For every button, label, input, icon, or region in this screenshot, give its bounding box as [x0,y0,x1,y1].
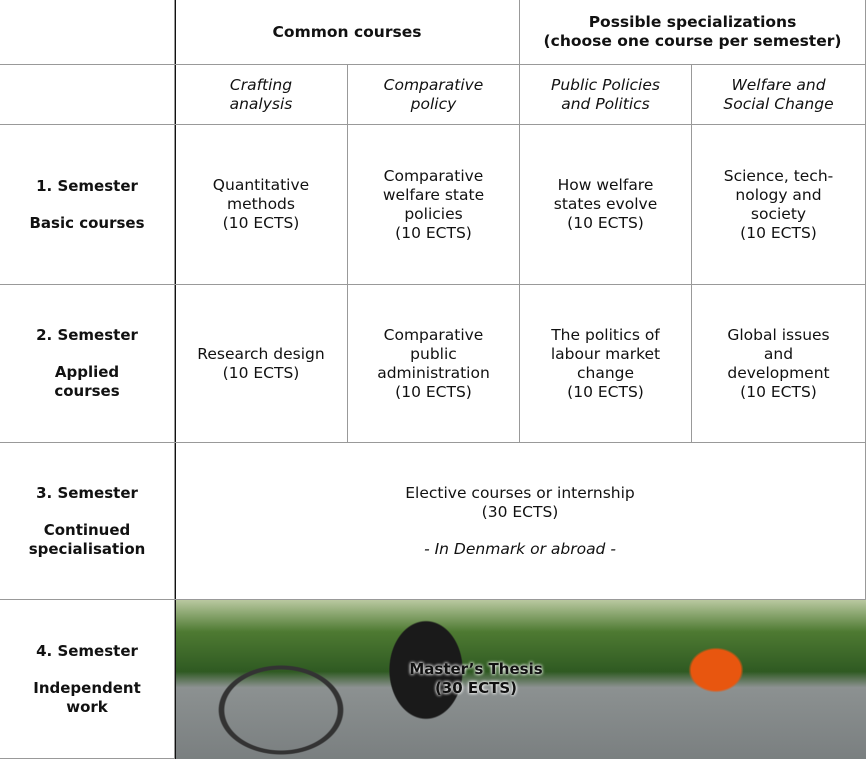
track-name: Welfare and [731,75,826,94]
track-cell: Crafting analysis [175,65,348,125]
track-name: policy [410,94,457,113]
track-name: Public Policies [551,75,660,94]
course-line: (10 ECTS) [395,223,472,242]
course-line: public [410,344,457,363]
course-cell: Quantitative methods (10 ECTS) [175,125,348,285]
course-line: welfare state [382,185,485,204]
track-cell: Welfare and Social Change [692,65,866,125]
thesis-line: (30 ECTS) [434,679,518,697]
course-line: (10 ECTS) [395,382,472,401]
course-line: and [763,344,794,363]
course-line: policies [404,204,463,223]
course-line: Science, tech- [723,166,834,185]
course-line: administration [377,363,490,382]
course-cell: Comparative welfare state policies (10 ECTS… [348,125,520,285]
semester-title: 2. Semester [36,326,138,344]
semester-subtitle: work [66,697,108,716]
course-cell: Global issues and development (10 ECTS) [692,285,866,443]
track-cell: Comparative policy [348,65,520,125]
header-text: Possible specializations [588,13,797,31]
semester-subtitle: Applied [54,363,120,381]
course-line: (10 ECTS) [567,214,644,232]
course-line: Research design [197,344,325,363]
semester-cell: 1. Semester Basic courses [0,125,175,285]
course-line: How welfare [557,176,654,194]
course-line: labour market [550,344,661,363]
course-cell: Science, tech-nology and society (10 ECTS) [692,125,866,285]
header-cell: Common courses [175,0,520,65]
track-name: Comparative [383,75,484,94]
course-cell: Comparative public administration (10 ECTS) [348,285,520,443]
course-cell: How welfare states evolve (10 ECTS) [520,125,692,285]
track-cell: Public Policies and Politics [520,65,692,125]
course-line: (10 ECTS) [740,223,817,242]
elective-line: (30 ECTS) [481,502,559,521]
semester-subtitle: courses [54,382,120,400]
semester-title: 1. Semester [36,176,138,195]
track-name: and Politics [561,94,650,113]
course-line: development [727,363,830,382]
track-name: Crafting [229,75,293,94]
semester-subtitle: Continued [43,520,131,539]
elective-line: Elective courses or internship [405,483,635,502]
header-text: Common courses [272,22,422,41]
semester-subtitle: Basic courses [29,213,145,232]
course-line: Quantitative [212,176,310,194]
course-cell: Research design (10 ECTS) [175,285,348,443]
corner [0,65,175,125]
course-line: change [576,363,635,382]
elective-cell: Elective courses or internship (30 ECTS) -… [175,443,866,600]
semester-subtitle: specialisation [28,539,146,558]
course-line: Global issues [727,325,830,344]
header-cell: Possible specializations (choose one cour… [520,0,866,65]
semester-cell: 3. Semester Continued specialisation [0,443,175,600]
corner [0,0,175,65]
track-name: Social Change [723,94,834,113]
course-cell: The politics of labour market change (10 EC… [520,285,692,443]
thesis-label: Master’s Thesis (30 ECTS) [176,660,776,698]
course-line: society [750,204,807,223]
thesis-line: Master’s Thesis [409,660,543,678]
semester-subtitle: Independent [33,678,141,697]
semester-cell: 2. Semester Applied courses [0,285,175,443]
course-line: Comparative [383,325,484,344]
course-line: (10 ECTS) [740,382,817,401]
thesis-photo [176,600,866,759]
divider [174,0,176,759]
course-line: states evolve [553,195,658,213]
elective-note: - In Denmark or abroad - [424,539,616,558]
course-line: methods [227,195,295,213]
course-line: nology and [735,185,822,204]
course-line: Comparative [383,166,484,185]
course-line: The politics of [551,325,660,344]
course-line: (10 ECTS) [222,214,300,232]
course-line: (10 ECTS) [222,363,300,382]
semester-title: 3. Semester [36,483,138,502]
track-name: analysis [229,94,293,113]
header-text: (choose one course per semester) [543,32,842,50]
semester-cell: 4. Semester Independent work [0,600,175,759]
course-line: (10 ECTS) [567,382,644,401]
semester-title: 4. Semester [36,641,138,660]
